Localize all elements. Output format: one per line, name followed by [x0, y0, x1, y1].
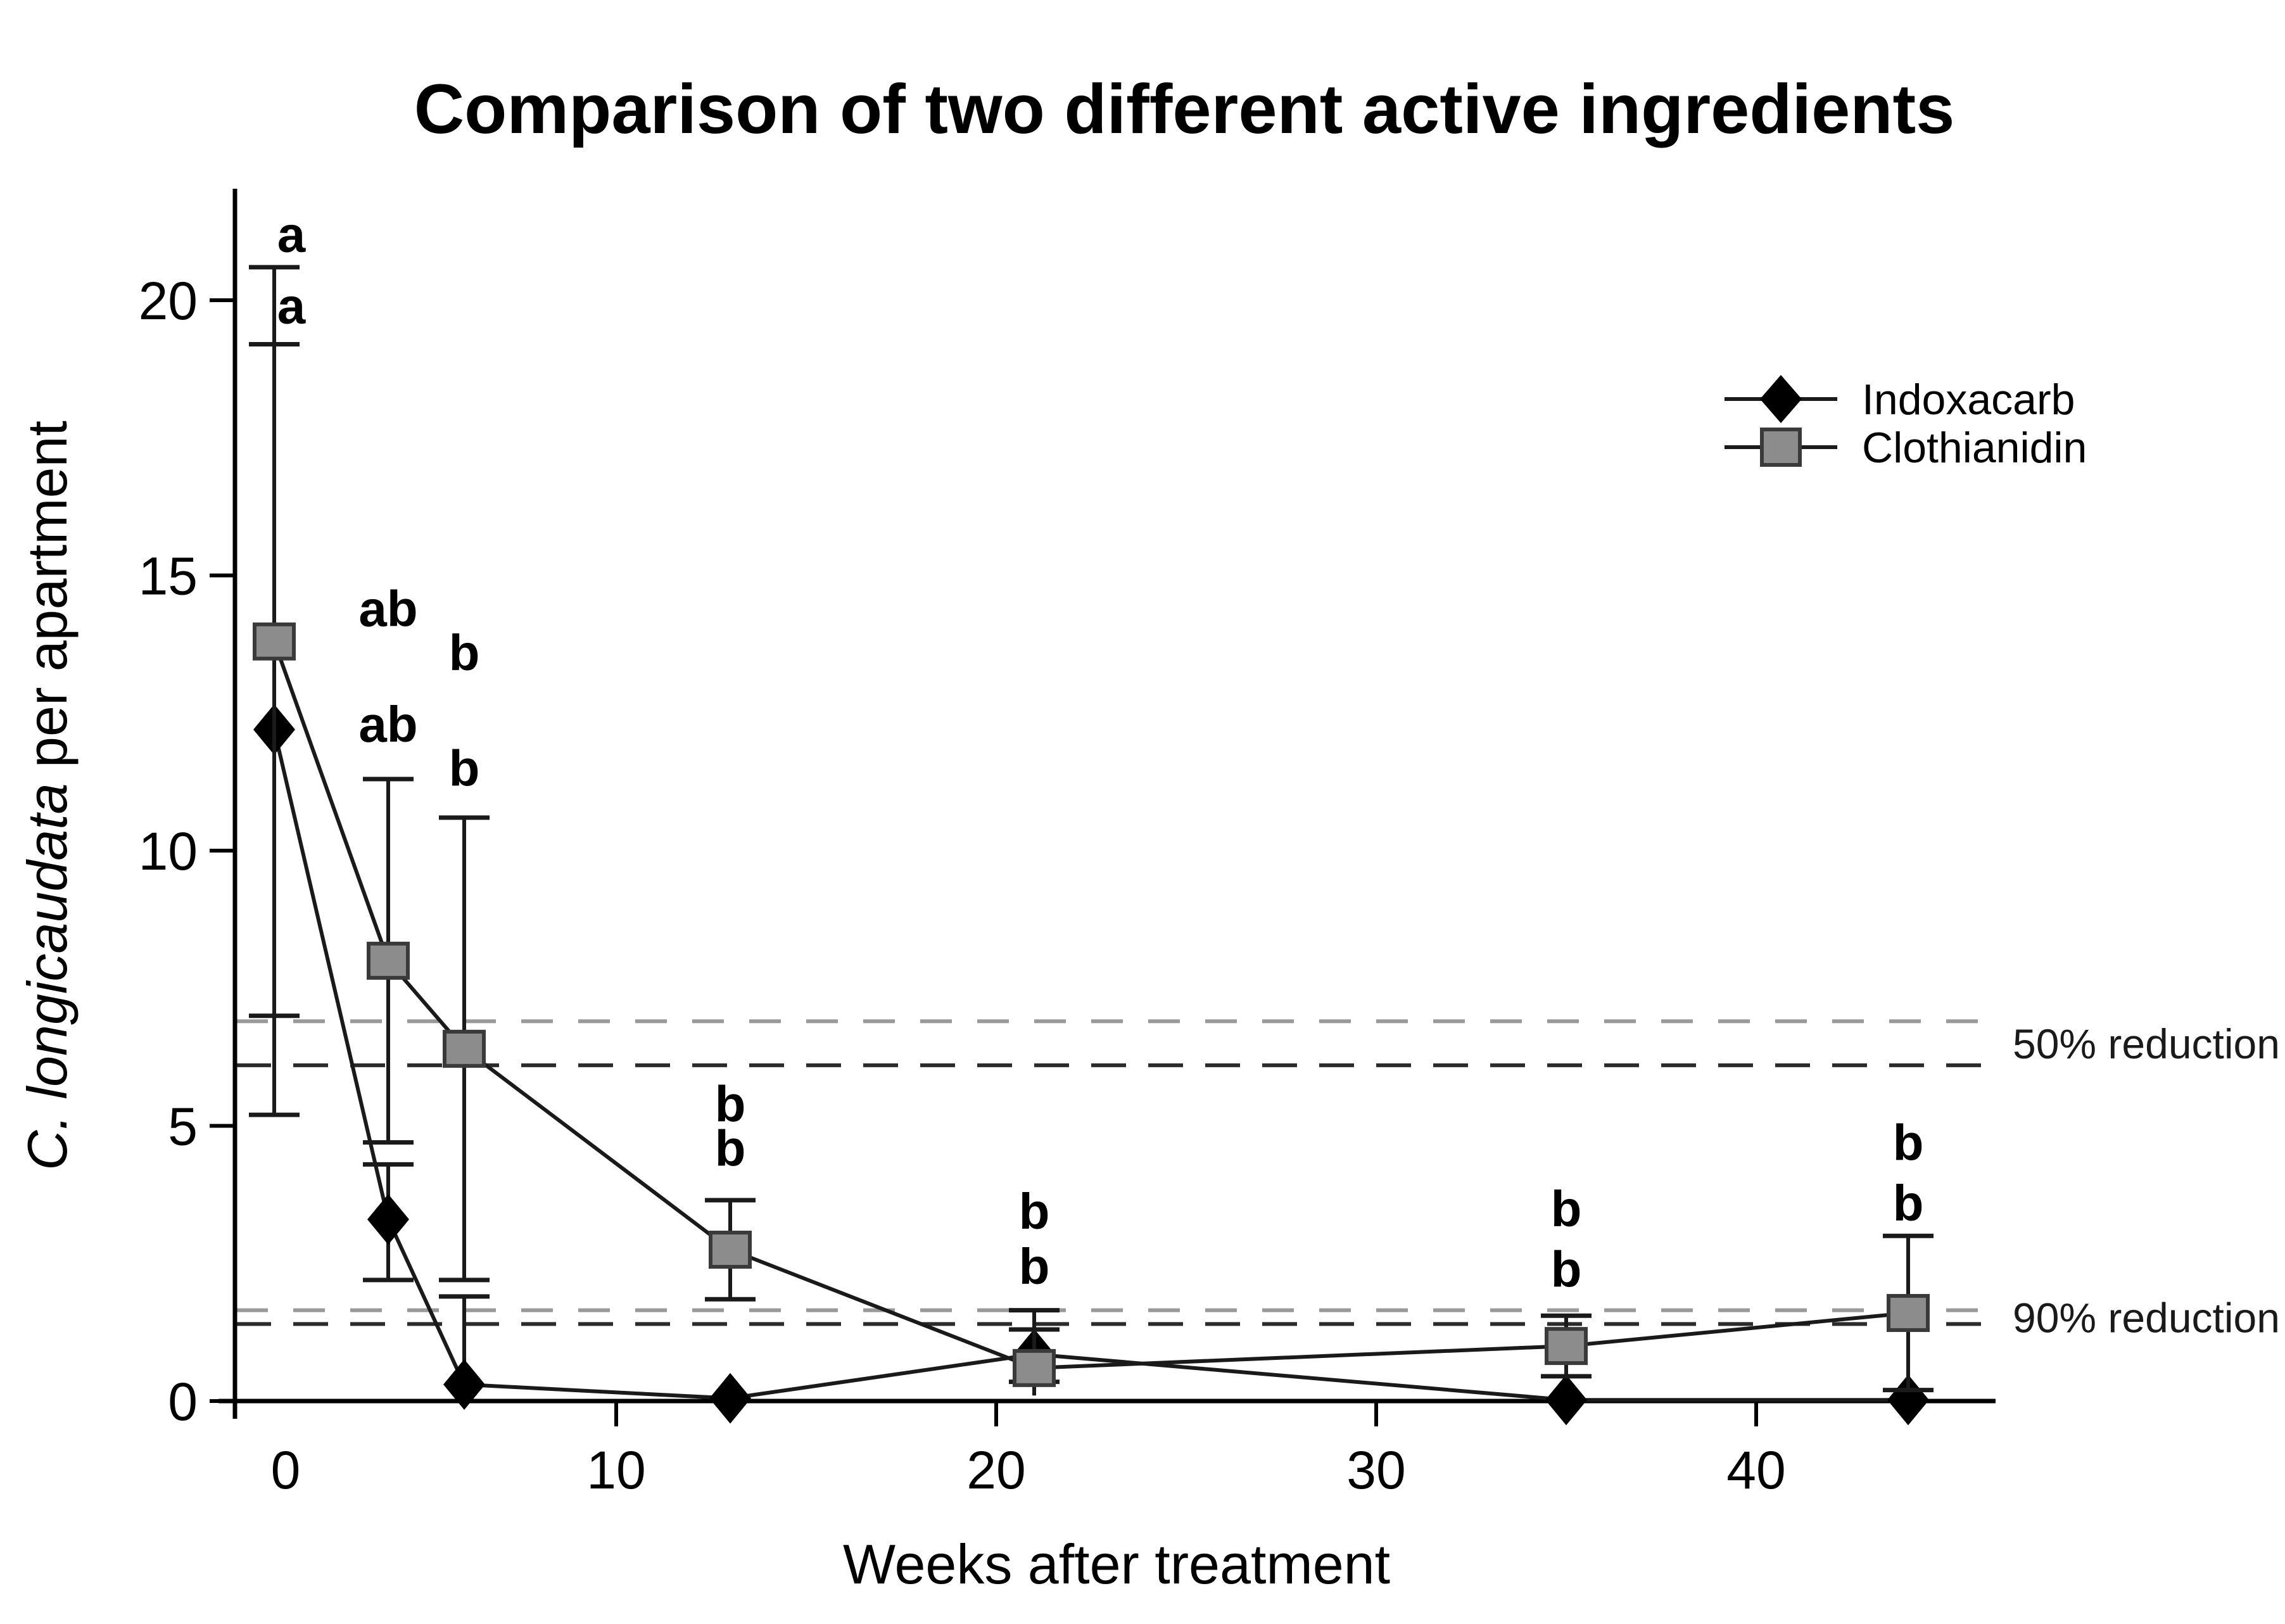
significance-letter-clothianidin: b: [1893, 1115, 1924, 1171]
chart-title: Comparison of two different active ingre…: [414, 70, 1955, 148]
significance-letter-clothianidin: ab: [358, 581, 417, 637]
reduction-label-0: 50% reduction: [2013, 1020, 2280, 1067]
diamond-icon: [1760, 375, 1802, 423]
data-point-indoxacarb: [443, 1359, 485, 1410]
data-point-clothianidin: [443, 1029, 486, 1068]
data-point-clothianidin: [1013, 1348, 1056, 1387]
significance-letter-indoxacarb: b: [449, 740, 480, 797]
significance-letter-clothianidin: a: [277, 206, 306, 263]
y-axis-title: C. longicaudata per apartment: [16, 421, 79, 1170]
x-tick-label: 20: [966, 1440, 1025, 1500]
significance-letter-clothianidin: b: [1019, 1183, 1050, 1240]
significance-letter-indoxacarb: b: [1893, 1175, 1924, 1231]
data-point-indoxacarb: [367, 1194, 409, 1245]
data-point-clothianidin: [367, 941, 410, 980]
x-tick-label: 30: [1346, 1440, 1405, 1500]
y-axis-title-rest: per apartment: [16, 421, 79, 783]
square-icon: [1760, 428, 1802, 467]
y-tick-label: 20: [139, 271, 198, 331]
data-point-clothianidin: [709, 1231, 752, 1269]
significance-letter-clothianidin: b: [715, 1076, 746, 1132]
y-axis-title-species: C. longicaudata: [16, 783, 79, 1170]
data-point-indoxacarb: [709, 1373, 751, 1424]
reference-lines-layer: [236, 1019, 1996, 1326]
y-tick-label: 10: [139, 822, 198, 881]
x-tick-label: 10: [586, 1440, 645, 1500]
legend-label-indoxacarb: Indoxacarb: [1862, 376, 2075, 424]
legend-item-indoxacarb: Indoxacarb: [1725, 375, 2075, 424]
significance-letter-indoxacarb: ab: [358, 696, 417, 752]
legend-label-clothianidin: Clothianidin: [1862, 424, 2087, 472]
x-tick-label: 40: [1726, 1440, 1785, 1500]
y-tick-label: 5: [168, 1097, 198, 1157]
legend: Indoxacarb Clothianidin: [1725, 375, 2087, 472]
data-point-clothianidin: [1545, 1327, 1588, 1366]
legend-item-clothianidin: Clothianidin: [1725, 424, 2087, 472]
significance-letter-indoxacarb: b: [1551, 1241, 1582, 1297]
data-point-clothianidin: [253, 622, 296, 661]
axes-layer: 0 5 10 15 20 0 10 20 30 40: [139, 189, 1996, 1500]
significance-letter-indoxacarb: b: [1019, 1238, 1050, 1295]
data-point-indoxacarb: [1545, 1374, 1587, 1426]
reduction-label-1: 90% reduction: [2013, 1294, 2280, 1341]
data-point-clothianidin: [1887, 1293, 1930, 1332]
x-tick-label: 0: [271, 1440, 301, 1500]
significance-letter-indoxacarb: b: [715, 1120, 746, 1176]
y-tick-label: 15: [139, 547, 198, 606]
significance-letter-indoxacarb: a: [277, 278, 306, 334]
y-tick-label: 0: [168, 1372, 198, 1431]
x-axis-title: Weeks after treatment: [843, 1533, 1390, 1595]
significance-letter-clothianidin: b: [449, 625, 480, 681]
data-point-indoxacarb: [1887, 1374, 1929, 1426]
series-line-clothianidin: [272, 640, 1909, 1370]
significance-letter-clothianidin: b: [1551, 1181, 1582, 1237]
